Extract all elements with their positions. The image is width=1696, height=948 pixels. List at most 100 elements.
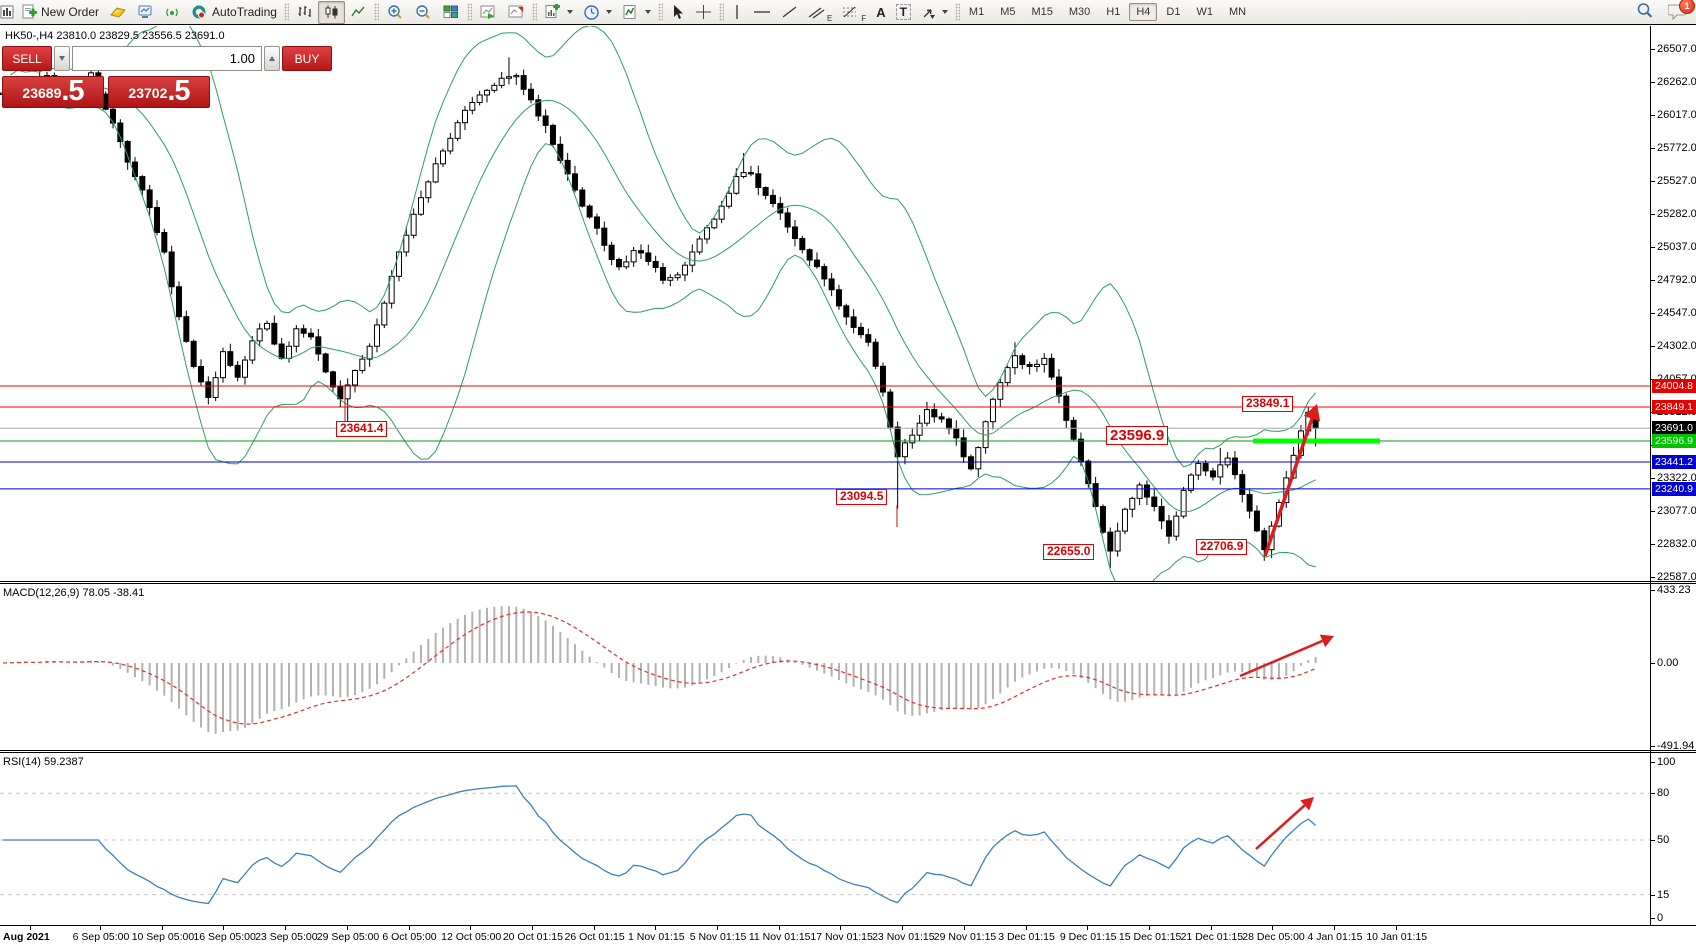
time-tick <box>285 926 287 930</box>
time-tick-label: 6 Sep 05:00 <box>72 931 130 943</box>
macd-tick-label: 0.00 <box>1657 657 1679 669</box>
chart-shift-button[interactable] <box>502 1 530 24</box>
timeframe-button-h4[interactable]: H4 <box>1129 3 1158 21</box>
macd-tick-label: 433.23 <box>1657 584 1691 596</box>
notifications-button[interactable]: 1 <box>1667 0 1695 25</box>
timeframe-button-mn[interactable]: MN <box>1228 6 1247 18</box>
rsi-label: RSI(14) 59.2387 <box>3 756 84 768</box>
axis-tick <box>1651 82 1655 83</box>
text-glyph: A <box>876 4 886 20</box>
line-chart-button[interactable] <box>345 1 372 24</box>
new-order-button[interactable]: New Order <box>16 1 104 24</box>
toolbar-separator <box>373 3 379 21</box>
volume-down-button[interactable] <box>54 46 70 71</box>
rsi-indicator <box>0 785 1650 905</box>
price-tick-label: 25772.0 <box>1657 142 1696 154</box>
zoom-out-button[interactable] <box>409 1 437 24</box>
pane-separator[interactable] <box>0 750 1696 751</box>
candlestick-chart-button[interactable] <box>317 0 345 24</box>
sell-button[interactable]: SELL <box>2 46 52 71</box>
timeframe-button-d1[interactable]: D1 <box>1166 6 1181 18</box>
buy-price-panel[interactable]: 23702.5 <box>108 76 210 108</box>
price-axis[interactable]: 26507.0 26262.0 26017.0 25772.0 25527.0 25282… <box>1650 26 1696 925</box>
chevron-down-icon <box>941 10 948 14</box>
time-tick <box>840 926 842 930</box>
buy-button[interactable]: BUY <box>282 46 332 71</box>
price-callout-label[interactable]: 22655.0 <box>1043 544 1095 560</box>
time-tick <box>1025 926 1027 930</box>
time-tick-label: 16 Sep 05:00 <box>193 931 256 943</box>
price-callout-label[interactable]: 23094.5 <box>836 489 888 505</box>
axis-tick <box>1651 577 1655 578</box>
equidistant-channel-button[interactable]: E <box>803 1 837 24</box>
price-tick-label: 26262.0 <box>1657 76 1696 88</box>
text-button[interactable]: A <box>871 1 890 24</box>
horizontal-line-button[interactable] <box>748 1 776 24</box>
indicators-dropdown[interactable] <box>617 1 656 24</box>
sell-price-int: 23689 <box>22 85 62 101</box>
bar-chart-button[interactable] <box>291 1 318 24</box>
rsi-tick-label: 50 <box>1657 834 1670 846</box>
price-callout-label[interactable]: 23596.9 <box>1106 426 1169 446</box>
vertical-line-button[interactable] <box>726 1 748 24</box>
time-axis[interactable]: Aug 2021 6 Sep 05:00 10 Sep 05:00 16 Sep 05… <box>0 925 1696 948</box>
search-button[interactable] <box>1636 2 1654 25</box>
volume-input[interactable] <box>72 46 262 71</box>
time-tick-label: 21 Dec 01:15 <box>1180 931 1244 943</box>
time-tick <box>1148 926 1150 930</box>
timeframe-button-m30[interactable]: M30 <box>1068 6 1091 18</box>
time-tick <box>100 926 101 930</box>
time-tick-label: 11 Nov 01:15 <box>748 931 811 943</box>
text-label-button[interactable]: T <box>891 1 916 24</box>
profiles-clock-dropdown[interactable] <box>578 1 617 24</box>
cursor-button[interactable] <box>665 1 690 24</box>
price-callout-label[interactable]: 22706.9 <box>1196 539 1248 555</box>
sell-price-panel[interactable]: 23689.5 <box>2 76 104 108</box>
axis-tick <box>1651 793 1655 795</box>
price-callout-label[interactable]: 23849.1 <box>1242 396 1294 412</box>
tile-windows-button[interactable] <box>437 1 465 24</box>
pane-separator[interactable] <box>0 581 1696 582</box>
metaeditor-button[interactable] <box>104 1 132 24</box>
fibonacci-button[interactable]: F <box>837 1 871 24</box>
auto-scroll-button[interactable] <box>474 1 502 24</box>
trend-arrows[interactable] <box>344 389 1334 850</box>
axis-tick <box>1651 181 1655 182</box>
new-chart-dropdown[interactable] <box>539 1 578 24</box>
crosshair-button[interactable] <box>690 1 717 24</box>
toolbar: New Order AutoTrading <box>0 0 1696 25</box>
time-tick <box>717 926 718 930</box>
volume-up-button[interactable] <box>264 46 280 71</box>
buy-price-int: 23702 <box>128 85 168 101</box>
time-tick-label: 20 Oct 01:15 <box>502 931 563 943</box>
triangle-up-icon <box>269 56 275 61</box>
price-callout-label[interactable]: 23641.4 <box>336 421 388 437</box>
time-tick-label: 15 Dec 01:15 <box>1118 931 1182 943</box>
timeframe-button-m15[interactable]: M15 <box>1031 6 1053 18</box>
autotrading-button[interactable]: AutoTrading <box>186 1 282 24</box>
toolbar-separator <box>283 3 289 21</box>
timeframe-button-m1[interactable]: M1 <box>968 6 985 18</box>
timeframe-button-h1[interactable]: H1 <box>1106 6 1121 18</box>
market-button[interactable] <box>132 1 159 24</box>
notification-badge: 1 <box>1679 0 1695 14</box>
time-tick <box>161 926 163 930</box>
axis-tick <box>1651 918 1655 919</box>
axis-tick <box>1651 49 1655 50</box>
zoom-in-button[interactable] <box>381 1 409 24</box>
time-tick <box>1087 926 1089 930</box>
price-tick-label: 25282.0 <box>1657 208 1696 220</box>
metaeditor-icon <box>109 4 127 20</box>
signals-button[interactable] <box>159 1 186 24</box>
macd-indicator <box>2 606 1317 734</box>
axis-tick <box>1651 478 1655 479</box>
horizontal-level-lines[interactable] <box>0 385 1650 490</box>
timeframe-button-m5[interactable]: M5 <box>1000 6 1016 18</box>
chart-canvas[interactable] <box>0 0 1650 926</box>
arrows-dropdown[interactable] <box>916 1 953 24</box>
timeframe-button-w1[interactable]: W1 <box>1196 6 1213 18</box>
price-tick-label: 26507.0 <box>1657 43 1696 55</box>
new-order-icon <box>21 4 37 20</box>
trendline-button[interactable] <box>776 1 803 24</box>
axis-tick <box>1651 840 1655 841</box>
